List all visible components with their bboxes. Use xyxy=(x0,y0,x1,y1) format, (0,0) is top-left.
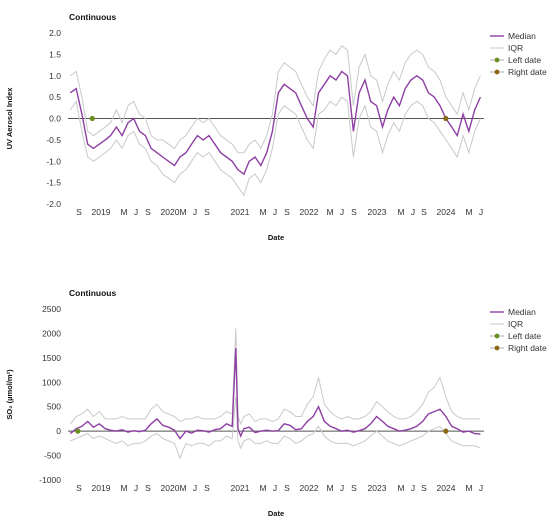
y-tick-label: 2500 xyxy=(42,304,61,314)
y-tick-label: 0 xyxy=(56,426,61,436)
x-axis-label: Date xyxy=(268,509,284,518)
legend-label[interactable]: Right date xyxy=(508,67,547,77)
x-tick-label: S xyxy=(351,483,357,493)
y-tick-label: -1.5 xyxy=(46,178,61,188)
x-tick-label: M xyxy=(465,483,472,493)
x-tick-label: J xyxy=(411,207,415,217)
y-tick-label: -500 xyxy=(44,451,61,461)
y-tick-label: 2.0 xyxy=(49,28,61,38)
legend-swatch-dot xyxy=(494,69,500,75)
x-tick-label: S xyxy=(145,207,151,217)
right-date-marker xyxy=(443,428,449,434)
y-tick-label: 1.0 xyxy=(49,71,61,81)
y-tick-label: 500 xyxy=(47,402,61,412)
legend-label[interactable]: Left date xyxy=(508,331,541,341)
x-tick-label: S xyxy=(204,207,210,217)
x-tick-label: 2022 xyxy=(300,483,319,493)
x-tick-label: M xyxy=(179,483,186,493)
x-tick-label: J xyxy=(134,207,138,217)
x-tick-label: 2019 xyxy=(92,483,111,493)
y-tick-label: 2000 xyxy=(42,328,61,338)
median-line xyxy=(69,348,481,440)
y-tick-label: 0.0 xyxy=(49,114,61,124)
y-tick-label: 0.5 xyxy=(49,92,61,102)
y-tick-label: 1.5 xyxy=(49,49,61,59)
x-tick-label: 2024 xyxy=(437,207,456,217)
legend-label[interactable]: Right date xyxy=(508,343,547,353)
x-tick-label: M xyxy=(465,207,472,217)
x-tick-label: S xyxy=(421,483,427,493)
x-tick-label: M xyxy=(120,483,127,493)
x-tick-label: S xyxy=(421,207,427,217)
x-tick-label: 2024 xyxy=(437,483,456,493)
median-line xyxy=(69,70,482,176)
x-tick-label: S xyxy=(284,207,290,217)
uv-aerosol-index-chart: Continuous 2.0 1.5 1.0 0.5 0.0 -0.5 -1.0 -1.5 -2.… xyxy=(5,12,547,242)
y-tick-label: 1500 xyxy=(42,353,61,363)
x-tick-label: M xyxy=(259,207,266,217)
x-tick-label: 2023 xyxy=(368,483,387,493)
x-tick-label: J xyxy=(479,483,483,493)
legend-label[interactable]: Median xyxy=(508,307,536,317)
legend-label[interactable]: Left date xyxy=(508,55,541,65)
iqr-lower-line xyxy=(69,96,481,197)
chart-title: Continuous xyxy=(69,12,116,22)
x-tick-label: 2021 xyxy=(231,207,250,217)
legend-label[interactable]: IQR xyxy=(508,43,523,53)
y-tick-label: 1000 xyxy=(42,377,61,387)
x-tick-label: J xyxy=(273,483,277,493)
iqr-upper-line xyxy=(70,45,481,154)
y-tick-label: -2.0 xyxy=(46,199,61,209)
left-date-marker xyxy=(75,428,81,434)
x-tick-label: S xyxy=(284,483,290,493)
x-tick-label: 2021 xyxy=(231,483,250,493)
x-tick-label: J xyxy=(193,207,197,217)
x-tick-label: J xyxy=(411,483,415,493)
x-tick-label: J xyxy=(134,483,138,493)
x-tick-label: S xyxy=(145,483,151,493)
chart-title: Continuous xyxy=(69,288,116,298)
y-axis-label: UV Aerosol Index xyxy=(5,87,14,150)
x-tick-label: 2020 xyxy=(161,483,180,493)
y-tick-label: -0.5 xyxy=(46,135,61,145)
x-tick-label: J xyxy=(273,207,277,217)
x-tick-label: S xyxy=(76,207,82,217)
x-tick-label: M xyxy=(120,207,127,217)
right-date-marker xyxy=(443,115,449,122)
y-tick-label: -1.0 xyxy=(46,156,61,166)
x-tick-label: 2019 xyxy=(92,207,111,217)
y-axis-label: SO₂ (µmol/m²) xyxy=(5,369,14,420)
x-tick-label: J xyxy=(479,207,483,217)
x-tick-label: S xyxy=(351,207,357,217)
x-tick-label: M xyxy=(259,483,266,493)
x-tick-label: J xyxy=(193,483,197,493)
x-tick-label: S xyxy=(76,483,82,493)
x-axis-label: Date xyxy=(268,233,284,242)
x-tick-label: M xyxy=(326,207,333,217)
legend-label[interactable]: Median xyxy=(508,31,536,41)
x-tick-label: M xyxy=(179,207,186,217)
legend-label[interactable]: IQR xyxy=(508,319,523,329)
y-tick-label: -1000 xyxy=(39,475,61,485)
x-tick-label: M xyxy=(326,483,333,493)
legend-swatch-dot xyxy=(494,57,500,63)
x-tick-label: J xyxy=(340,207,344,217)
x-tick-label: M xyxy=(397,207,404,217)
x-tick-label: 2020 xyxy=(161,207,180,217)
legend-swatch-dot xyxy=(494,333,500,339)
legend-swatch-dot xyxy=(494,345,500,351)
iqr-lower-line xyxy=(70,396,481,460)
iqr-upper-line xyxy=(69,328,481,426)
x-tick-label: 2023 xyxy=(368,207,387,217)
x-tick-label: J xyxy=(340,483,344,493)
x-tick-label: 2022 xyxy=(300,207,319,217)
so2-chart: Continuous 2500 2000 1500 1000 500 0 -500 -1000 S… xyxy=(5,288,547,518)
x-tick-label: S xyxy=(204,483,210,493)
left-date-marker xyxy=(89,115,95,122)
x-tick-label: M xyxy=(397,483,404,493)
